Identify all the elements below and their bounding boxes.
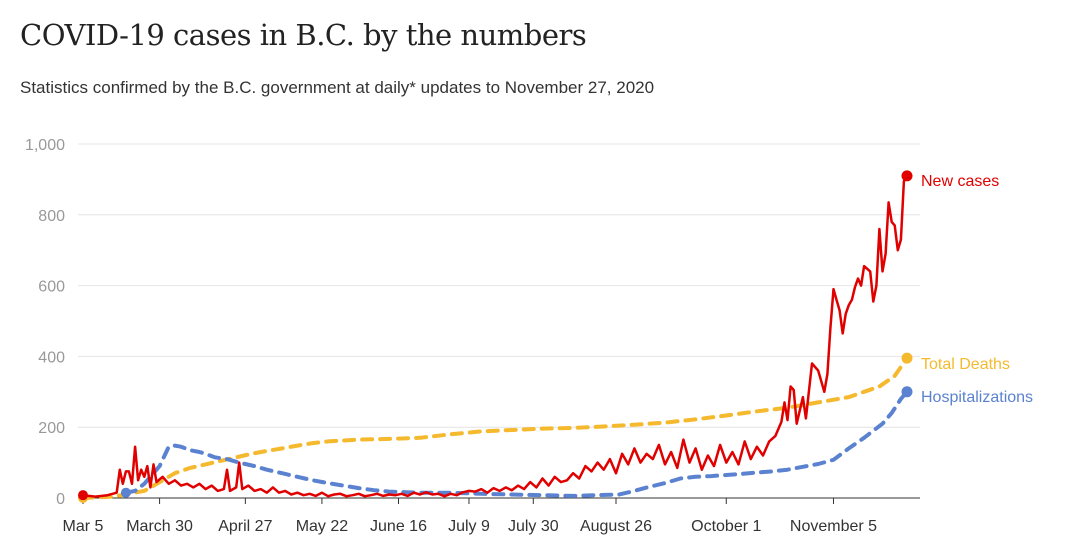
y-tick-label: 1,000 (25, 137, 65, 154)
y-tick-label: 800 (38, 208, 65, 225)
x-tick-label: March 30 (126, 518, 193, 535)
series-line-total-deaths (81, 356, 909, 500)
x-tick-label: April 27 (218, 518, 272, 535)
series-line-hospitalizations (123, 389, 909, 498)
x-tick-label: Mar 5 (63, 518, 104, 535)
x-tick-label: November 5 (790, 518, 877, 535)
y-tick-label: 400 (38, 349, 65, 366)
series-label: Total Deaths (921, 356, 1010, 373)
x-tick-label: July 9 (448, 518, 490, 535)
gridlines (78, 143, 920, 428)
x-tick-label: August 26 (580, 518, 652, 535)
series-start-dot (78, 490, 88, 501)
y-tick-label: 200 (38, 420, 65, 437)
series-end-dot (901, 386, 913, 398)
chart-subtitle: Statistics confirmed by the B.C. governm… (20, 78, 655, 97)
x-tick-label: October 1 (691, 518, 761, 535)
series-end-dot (901, 352, 913, 364)
series-lines (78, 170, 913, 503)
x-tick-label: May 22 (296, 518, 349, 535)
y-tick-label: 0 (56, 491, 65, 508)
y-axis: 0 200 400 600 800 1,000 (25, 137, 65, 508)
series-label: New cases (921, 173, 999, 190)
x-axis: Mar 5 March 30 April 27 May 22 June 16 July 9… (63, 497, 920, 535)
series-end-dot (901, 170, 913, 182)
series-labels: New cases Total Deaths Hospitalizations (921, 173, 1033, 406)
chart-title: COVID-19 cases in B.C. by the numbers (20, 18, 587, 52)
y-tick-label: 600 (38, 279, 65, 296)
x-tick-label: July 30 (508, 518, 559, 535)
series-label: Hospitalizations (921, 389, 1033, 406)
x-tick-label: June 16 (370, 518, 427, 535)
series-start-dot (120, 487, 131, 498)
series-line-new-cases (81, 174, 909, 498)
